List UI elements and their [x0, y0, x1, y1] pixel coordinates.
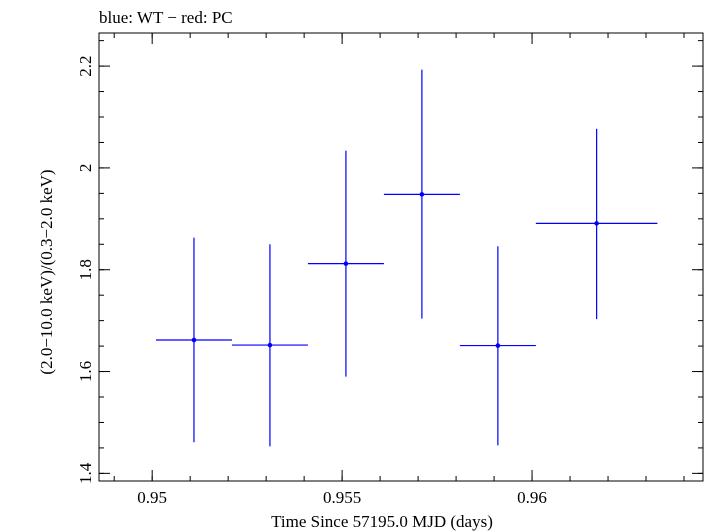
x-tick-label: 0.95	[137, 488, 167, 507]
y-tick-label: 1.6	[76, 361, 95, 382]
point-marker	[191, 337, 197, 343]
point-marker	[419, 192, 425, 197]
point-marker	[267, 342, 273, 348]
y-tick-label: 1.4	[76, 462, 95, 484]
plot-frame	[98, 32, 704, 482]
point-marker	[495, 343, 501, 348]
data-points	[155, 69, 658, 447]
x-tick-label: 0.955	[323, 488, 361, 507]
data-point	[307, 150, 384, 377]
data-point	[231, 244, 308, 447]
y-tick-label: 2	[76, 164, 95, 173]
data-point	[155, 237, 232, 443]
x-tick-label: 0.96	[517, 488, 547, 507]
chart-title: blue: WT − red: PC	[99, 8, 233, 27]
x-axis: 0.95 0.955 0.96	[137, 33, 547, 507]
point-marker	[594, 221, 599, 226]
y-axis-label: (2.0−10.0 keV)/(0.3−2.0 keV)	[37, 169, 56, 374]
data-point	[535, 128, 658, 320]
y-axis: 1.4 1.6 1.8 2 2.2	[76, 55, 703, 484]
point-marker	[343, 261, 349, 266]
y-tick-label: 2.2	[76, 55, 95, 76]
x-axis-label: Time Since 57195.0 MJD (days)	[271, 512, 493, 531]
minor-ticks	[99, 33, 703, 481]
y-tick-label: 1.8	[76, 259, 95, 280]
data-point	[383, 69, 460, 319]
data-point	[459, 246, 536, 446]
